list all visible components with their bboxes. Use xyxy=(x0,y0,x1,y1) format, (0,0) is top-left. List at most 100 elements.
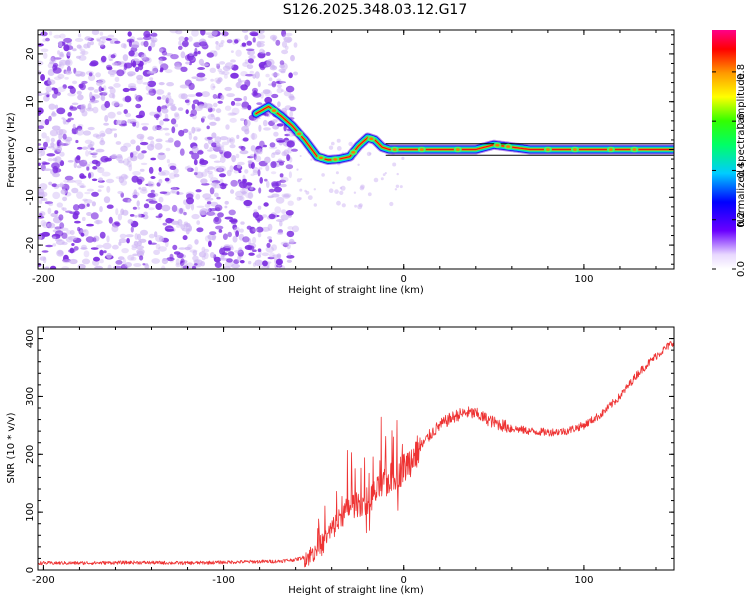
noise-point xyxy=(76,146,83,150)
noise-point xyxy=(143,211,148,216)
noise-point xyxy=(103,250,107,254)
noise-point xyxy=(164,69,173,74)
noise-point xyxy=(199,158,205,164)
noise-point xyxy=(57,50,61,55)
noise-point xyxy=(57,250,64,255)
noise-point xyxy=(268,213,276,220)
noise-point xyxy=(285,85,295,93)
noise-point xyxy=(313,188,316,191)
noise-point xyxy=(164,113,169,121)
noise-point xyxy=(279,64,286,69)
noise-point xyxy=(215,225,224,230)
noise-point xyxy=(251,132,255,140)
noise-point xyxy=(213,165,223,173)
noise-point xyxy=(81,110,88,117)
ridge-peak-core xyxy=(545,148,550,151)
noise-point xyxy=(257,232,262,238)
spectral-noise-scatter xyxy=(38,30,405,269)
noise-point xyxy=(196,72,206,78)
noise-point xyxy=(96,39,101,42)
noise-point xyxy=(395,184,400,188)
noise-point xyxy=(291,225,300,233)
noise-point xyxy=(108,58,114,62)
noise-point xyxy=(177,107,184,111)
noise-point xyxy=(52,243,57,247)
noise-point xyxy=(132,194,138,199)
noise-point xyxy=(154,111,160,115)
noise-point xyxy=(252,169,258,176)
noise-point xyxy=(200,261,206,267)
noise-point xyxy=(102,91,108,95)
noise-point xyxy=(76,125,83,131)
noise-point xyxy=(235,49,242,57)
noise-point xyxy=(148,207,155,211)
noise-point xyxy=(209,231,217,236)
noise-point xyxy=(227,251,235,257)
noise-point xyxy=(218,229,223,233)
noise-point xyxy=(45,37,50,42)
noise-point xyxy=(117,213,123,221)
noise-point xyxy=(353,191,357,194)
noise-point xyxy=(80,232,85,237)
noise-point xyxy=(279,80,285,84)
noise-point xyxy=(49,31,53,36)
noise-point xyxy=(288,72,293,79)
noise-point xyxy=(105,38,112,41)
noise-point xyxy=(48,181,53,186)
y-axis-label-top: Frequency (Hz) xyxy=(6,112,17,188)
noise-point xyxy=(279,60,285,66)
noise-point xyxy=(41,250,49,253)
noise-point xyxy=(299,197,302,200)
noise-point xyxy=(289,110,294,118)
noise-point xyxy=(394,188,398,191)
noise-point xyxy=(164,177,170,182)
noise-point xyxy=(150,37,158,43)
noise-point xyxy=(88,72,93,77)
noise-point xyxy=(159,236,164,242)
noise-point xyxy=(71,243,75,246)
noise-point xyxy=(187,94,197,98)
noise-point xyxy=(76,128,84,136)
noise-point xyxy=(147,181,155,188)
noise-point xyxy=(136,200,140,207)
noise-point xyxy=(65,136,73,142)
noise-point xyxy=(42,168,52,171)
noise-point xyxy=(78,83,84,89)
noise-point xyxy=(158,196,164,203)
noise-point xyxy=(235,230,240,238)
noise-point xyxy=(243,199,253,207)
noise-point xyxy=(71,127,79,135)
noise-point xyxy=(185,109,189,115)
ridge-peak-core xyxy=(351,151,356,154)
noise-point xyxy=(252,73,257,79)
noise-point xyxy=(184,246,191,251)
noise-point xyxy=(130,256,137,261)
noise-point xyxy=(54,210,59,215)
noise-point xyxy=(41,191,48,197)
noise-point xyxy=(241,187,246,196)
noise-point xyxy=(198,251,207,258)
noise-point xyxy=(179,84,189,89)
noise-point xyxy=(201,116,207,119)
noise-point xyxy=(175,30,183,35)
noise-point xyxy=(154,231,158,238)
noise-point xyxy=(208,208,212,212)
noise-point xyxy=(118,241,122,246)
noise-point xyxy=(269,252,275,259)
ridge-core xyxy=(255,105,674,161)
frequency-ridge xyxy=(251,101,674,165)
noise-point xyxy=(193,136,198,141)
noise-point xyxy=(264,178,268,182)
noise-point xyxy=(76,191,84,199)
noise-point xyxy=(340,185,346,191)
noise-point xyxy=(44,118,50,126)
noise-point xyxy=(252,228,259,233)
noise-point xyxy=(96,244,104,249)
colorbar-tick-label: 0.4 xyxy=(736,162,747,178)
chart-title: S126.2025.348.03.12.G17 xyxy=(282,2,468,18)
noise-point xyxy=(108,86,114,90)
noise-point xyxy=(117,60,125,67)
noise-point xyxy=(99,231,106,239)
noise-point xyxy=(339,186,343,190)
noise-point xyxy=(123,109,128,115)
